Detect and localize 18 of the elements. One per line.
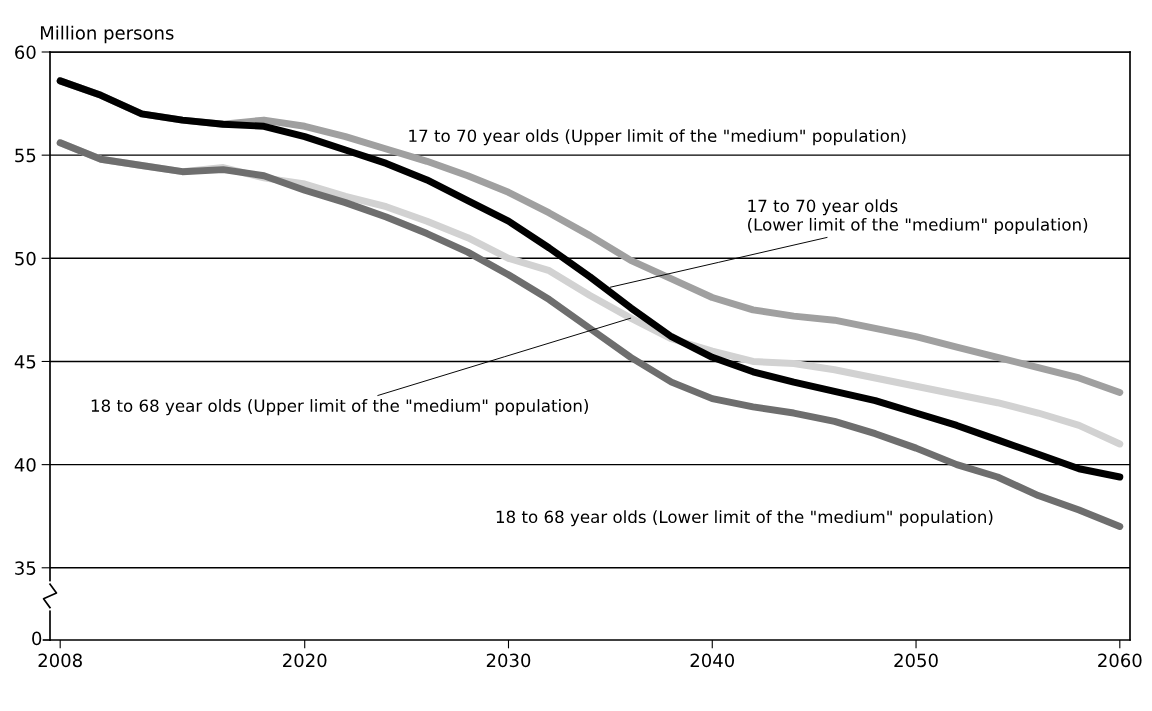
text: 0 [32, 631, 42, 646]
annotation: 18 to 68 year olds (Lower limit of the "medium" population) [496, 510, 993, 527]
y-tick-label: 45 [14, 355, 36, 369]
y-tick-label: 50 [15, 251, 36, 266]
y-tick-label: 60 [15, 45, 36, 60]
y-tick-label: 55 [15, 148, 36, 163]
annotation: 17 to 70 year olds (Lower limit of the "medium" population) [748, 199, 1088, 235]
annotation: 17 to 70 year olds (Upper limit of the "medium" population) [409, 129, 906, 146]
x-tick-label: 2040 [690, 653, 735, 668]
x-tick-label: 2030 [486, 653, 531, 668]
x-tick-label: 2050 [894, 653, 938, 668]
y-axis-title: Million persons [40, 25, 174, 44]
x-tick-label: 2060 [1098, 653, 1142, 668]
x-tick-label: 2008 [38, 653, 82, 668]
x-tick-label: 2020 [283, 653, 327, 668]
y-tick-label: 40 [14, 458, 36, 472]
annotation: 18 to 68 year olds (Upper limit of the "medium" population) [91, 399, 588, 416]
y-tick-label: 35 [15, 561, 36, 575]
